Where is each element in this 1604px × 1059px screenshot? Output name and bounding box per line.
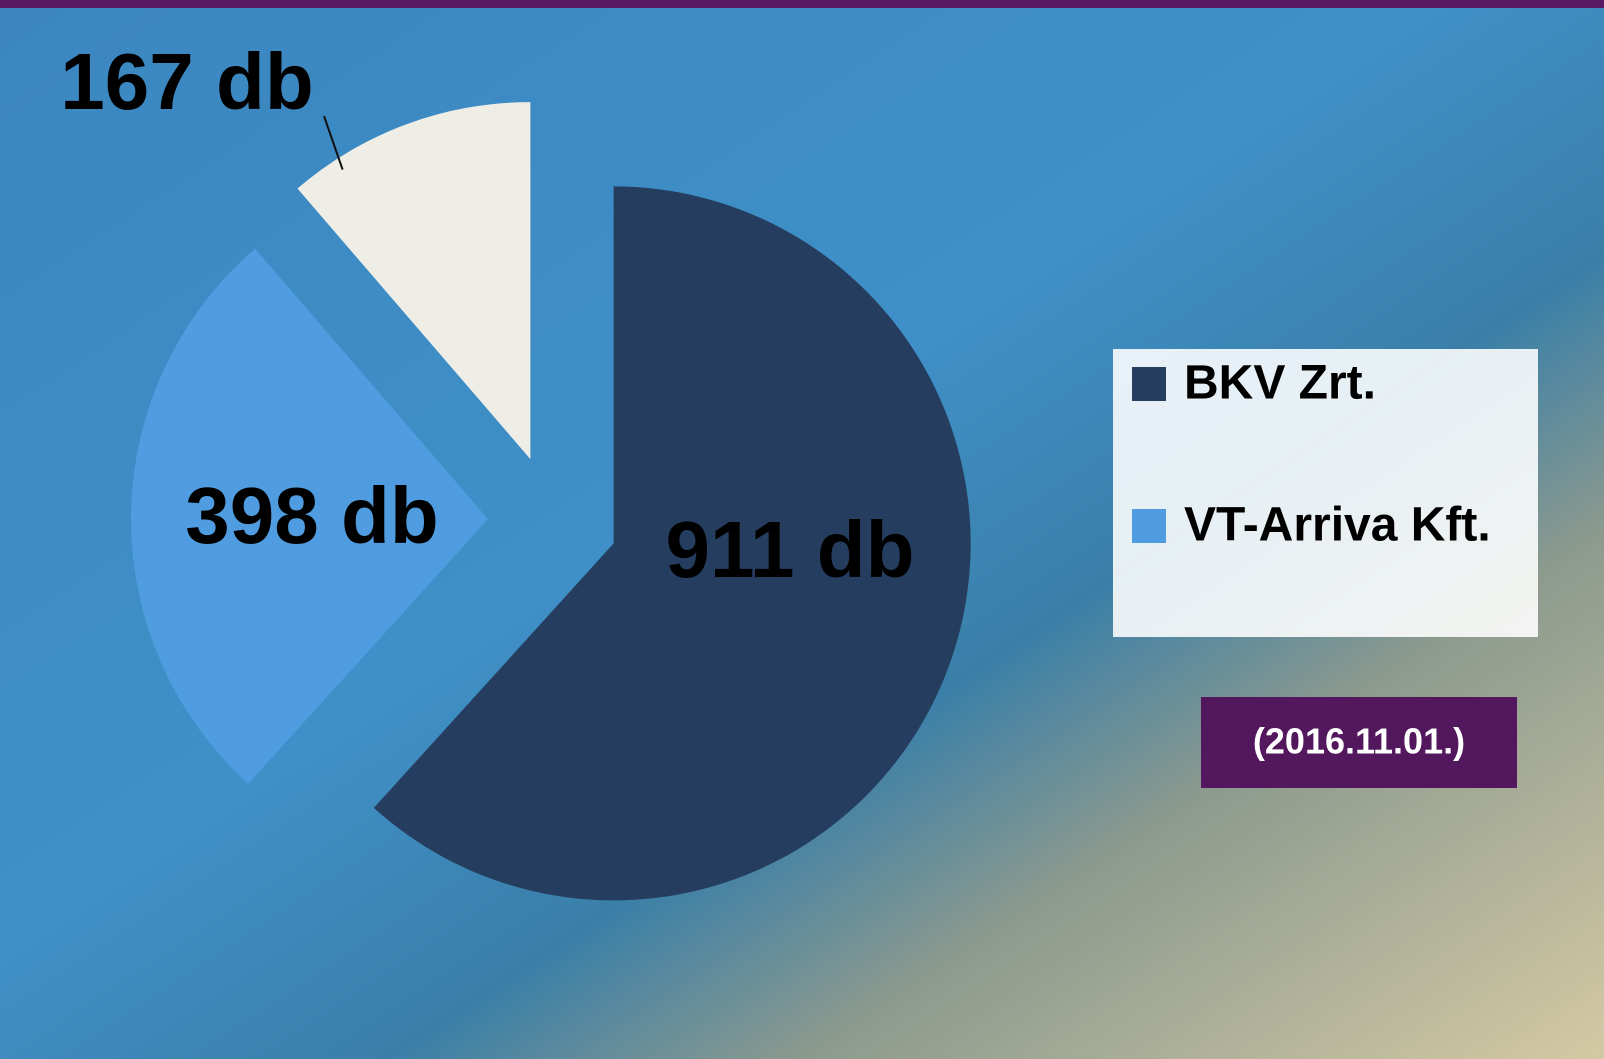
leader-line: [323, 115, 344, 170]
pie-slice: [131, 248, 489, 784]
top-bar: [0, 0, 1604, 8]
date-label: (2016.11.01.): [1253, 721, 1465, 762]
date-box: [1201, 697, 1517, 788]
legend-swatch: [1132, 367, 1166, 401]
data-label: 167 db: [60, 37, 313, 126]
pie-slice: [373, 186, 971, 901]
legend-label: VT-Arriva Kft.: [1184, 499, 1491, 552]
data-label: 398 db: [185, 471, 438, 560]
legend-box: [1113, 349, 1538, 637]
pie-slice: [297, 102, 531, 460]
legend-swatch: [1132, 509, 1166, 543]
legend-label: BKV Zrt.: [1184, 357, 1376, 410]
data-label: 911 db: [665, 505, 914, 594]
